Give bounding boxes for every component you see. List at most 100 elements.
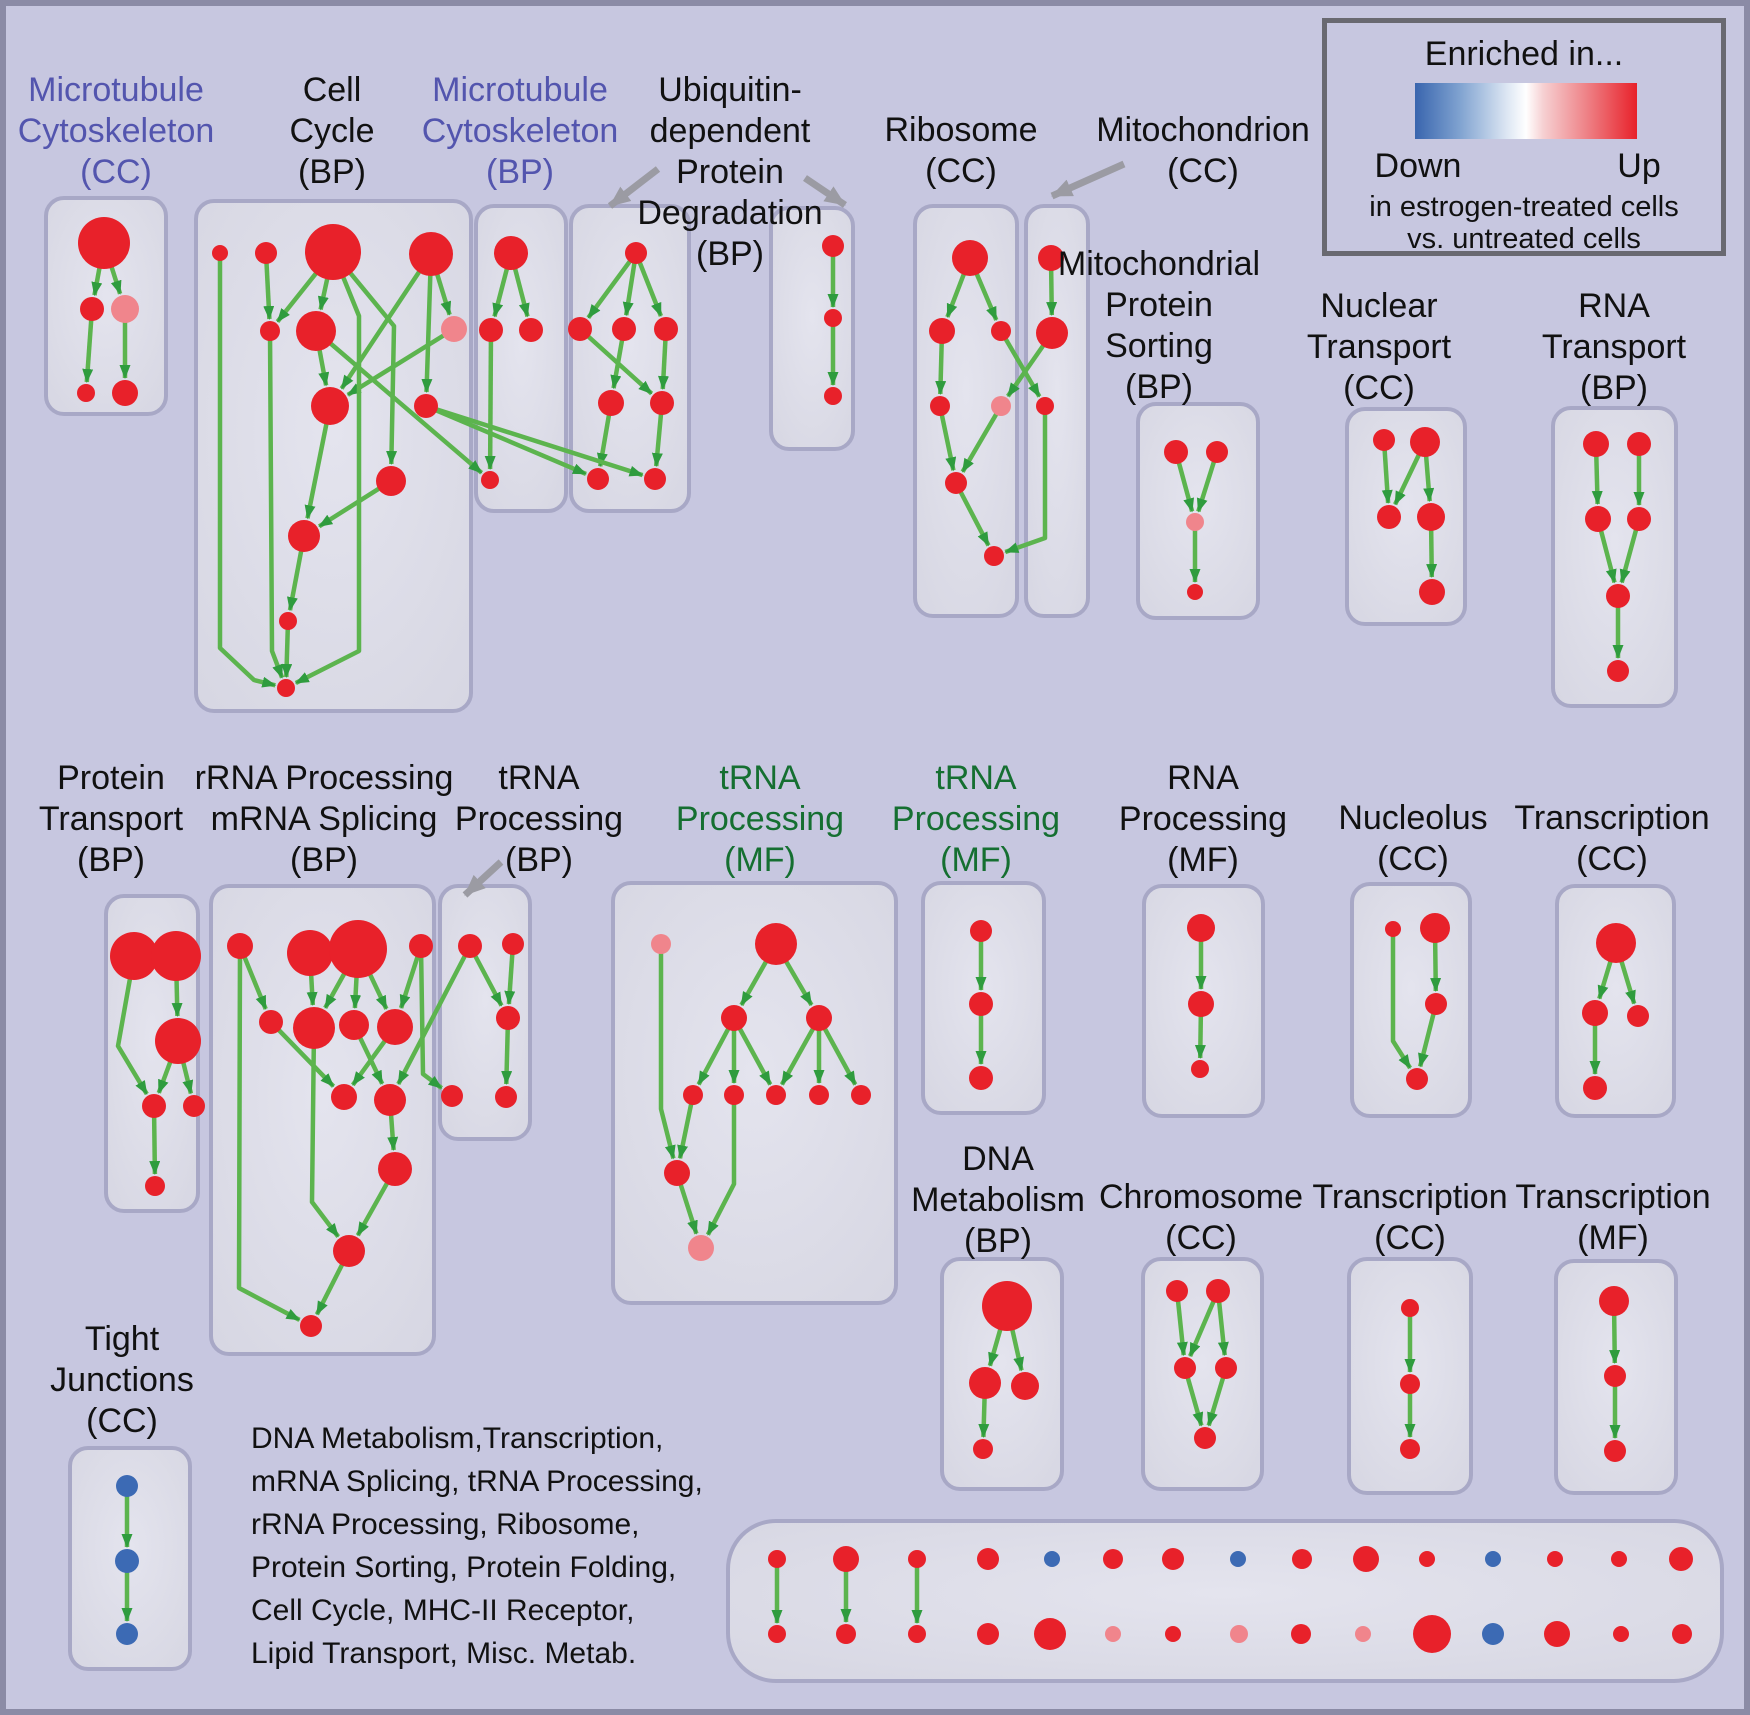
cluster-label-mitochondrial-protein-sorting-bp: Mitochondrial Protein Sorting (BP)	[1057, 245, 1261, 406]
go-term-node-up	[1606, 584, 1630, 608]
go-term-node-up	[1194, 1427, 1216, 1449]
go-term-node-up	[1162, 1548, 1184, 1570]
go-term-node-up	[1607, 660, 1629, 682]
go-term-node-up	[1165, 1626, 1181, 1642]
go-term-nodes	[77, 217, 1693, 1653]
edge-arrow-cell-cycle-bp	[267, 330, 285, 679]
edge-arrow-cell-cycle-bp	[346, 327, 456, 397]
cluster-label-trna-processing-mf-large: tRNA Processing (MF)	[675, 759, 845, 879]
go-term-node-up	[929, 318, 955, 344]
label-pointer-arrow	[607, 166, 661, 209]
go-term-node-up	[151, 931, 201, 981]
go-term-node-up	[519, 318, 543, 342]
cluster-box-transcription-cc-upper	[1555, 884, 1676, 1118]
edge-arrow-ribosome-cc	[960, 404, 1003, 473]
go-term-node-up	[664, 1160, 690, 1186]
edge-arrow-cell-cycle-bp	[217, 253, 277, 688]
legend-up-label: Up	[1617, 147, 1661, 185]
go-term-node-up	[969, 992, 993, 1016]
go-term-node-up	[724, 1085, 744, 1105]
cluster-label-rna-transport-bp: RNA Transport (BP)	[1541, 287, 1687, 407]
go-term-node-up	[1585, 506, 1611, 532]
go-term-node-up	[331, 1084, 357, 1110]
go-term-node-up	[1672, 1624, 1692, 1644]
go-term-node-weak-up	[1230, 1625, 1248, 1643]
go-term-node-up	[142, 1094, 166, 1118]
edge-arrow-microtubule-cytoskeleton-bp	[484, 329, 496, 470]
network-diagram	[44, 160, 1724, 1683]
go-term-node-up	[212, 245, 228, 261]
go-term-node-up	[155, 1018, 201, 1064]
go-term-node-up	[1174, 1357, 1196, 1379]
cluster-label-transcription-mf: Transcription (MF)	[1515, 1178, 1711, 1257]
edge-arrow-rrna-processing-mrna-splicing-bp	[236, 945, 301, 1322]
cluster-label-transcription-cc-lower: Transcription (CC)	[1312, 1178, 1508, 1257]
label-pointer-arrow	[1050, 160, 1126, 200]
go-term-node-up	[329, 920, 387, 978]
cluster-label-nuclear-transport-cc: Nuclear Transport (CC)	[1306, 287, 1452, 407]
go-term-node-up	[1627, 507, 1651, 531]
go-term-node-up	[1011, 1372, 1039, 1400]
misc-cluster-list-text: DNA Metabolism,Transcription, mRNA Splic…	[251, 1422, 703, 1670]
go-term-node-up	[1385, 921, 1401, 937]
go-term-node-up	[1419, 579, 1445, 605]
go-term-node-up	[1604, 1440, 1626, 1462]
go-term-node-up	[414, 394, 438, 418]
go-term-node-up	[374, 1084, 406, 1116]
go-term-node-weak-up	[688, 1235, 714, 1261]
go-term-node-up	[377, 1009, 413, 1045]
go-term-node-up	[809, 1085, 829, 1105]
edge-arrow-protein-transport-bp	[115, 955, 149, 1096]
edge-arrow-cell-cycle-bp	[421, 253, 434, 393]
cluster-label-dna-metabolism-bp: DNA Metabolism (BP)	[911, 1140, 1085, 1260]
label-pointer-arrow	[803, 175, 847, 208]
edge-arrow-microtubule-cytoskeleton-cc	[82, 308, 95, 383]
go-term-node-up	[378, 1152, 412, 1186]
go-term-node-up	[1400, 1374, 1420, 1394]
edge-arrow-ribosome-cc	[937, 405, 957, 472]
edge-arrow-rrna-processing-mrna-splicing-bp	[269, 1020, 336, 1088]
cluster-label-microtubule-cytoskeleton-cc: Microtubule Cytoskeleton (CC)	[17, 71, 215, 191]
go-term-node-up	[1417, 503, 1445, 531]
go-term-node-weak-up	[651, 934, 671, 954]
go-term-node-up	[598, 390, 624, 416]
go-term-node-up	[1215, 1357, 1237, 1379]
go-term-node-up	[1191, 1060, 1209, 1078]
go-term-node-up	[1613, 1626, 1629, 1642]
go-term-node-up	[1038, 245, 1064, 271]
go-term-node-down	[1230, 1551, 1246, 1567]
go-term-node-up	[1377, 505, 1401, 529]
go-term-node-weak-up	[111, 295, 139, 323]
cluster-label-trna-processing-mf-small: tRNA Processing (MF)	[891, 759, 1061, 879]
edge-arrow-ubiquitin-degradation-bp-left	[586, 251, 638, 320]
go-term-node-up	[973, 1439, 993, 1459]
go-term-node-up	[1611, 1551, 1627, 1567]
cluster-box-mitochondrion-cc	[1024, 204, 1090, 618]
go-term-node-up	[305, 224, 361, 280]
go-term-node-up	[502, 933, 524, 955]
go-term-node-up	[991, 321, 1011, 341]
go-term-node-up	[851, 1085, 871, 1105]
go-term-node-up	[1413, 1615, 1451, 1653]
label-pointer-arrow	[462, 859, 504, 898]
go-term-node-up	[1410, 427, 1440, 457]
cluster-box-nuclear-transport-cc	[1345, 407, 1467, 626]
go-term-node-up	[768, 1550, 786, 1568]
go-term-node-up	[1627, 432, 1651, 456]
edge-arrow-cross	[418, 945, 443, 1090]
go-term-node-up	[1547, 1551, 1563, 1567]
go-term-node-up	[833, 1546, 859, 1572]
cluster-label-chromosome-cc: Chromosome (CC)	[1098, 1178, 1304, 1257]
go-term-node-up	[409, 232, 453, 276]
edge-arrow-rrna-processing-mrna-splicing-bp	[309, 1027, 340, 1238]
go-term-node-up	[1187, 914, 1215, 942]
go-term-node-up	[260, 321, 280, 341]
go-term-node-up	[1401, 1299, 1419, 1317]
go-term-node-up	[1188, 991, 1214, 1017]
go-term-node-weak-up	[1105, 1626, 1121, 1642]
go-term-node-up	[1582, 1000, 1608, 1026]
legend-gradient-bar	[1415, 83, 1637, 139]
go-term-node-up	[625, 242, 647, 264]
go-term-node-up	[1544, 1621, 1570, 1647]
